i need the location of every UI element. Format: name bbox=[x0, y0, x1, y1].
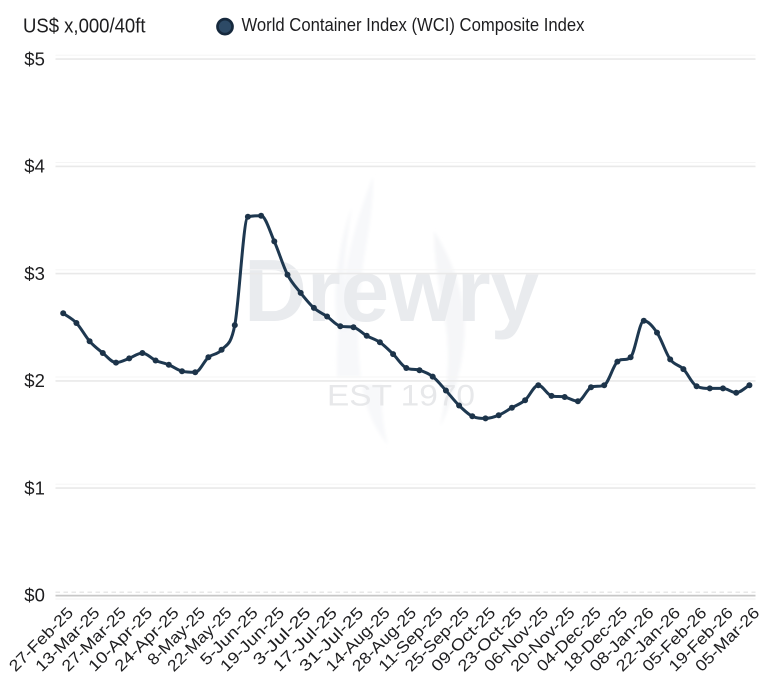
svg-text:World Container Index (WCI) Co: World Container Index (WCI) Composite In… bbox=[242, 15, 585, 35]
svg-text:EST 1970: EST 1970 bbox=[327, 380, 475, 413]
svg-text:$4: $4 bbox=[24, 157, 45, 177]
svg-text:$1: $1 bbox=[24, 478, 45, 498]
svg-text:$3: $3 bbox=[24, 264, 45, 284]
svg-text:US$ x,000/40ft: US$ x,000/40ft bbox=[23, 15, 146, 38]
svg-text:Drewry: Drewry bbox=[244, 241, 539, 340]
svg-text:$0: $0 bbox=[24, 586, 45, 606]
svg-text:$5: $5 bbox=[24, 49, 45, 69]
svg-text:$2: $2 bbox=[24, 371, 45, 391]
